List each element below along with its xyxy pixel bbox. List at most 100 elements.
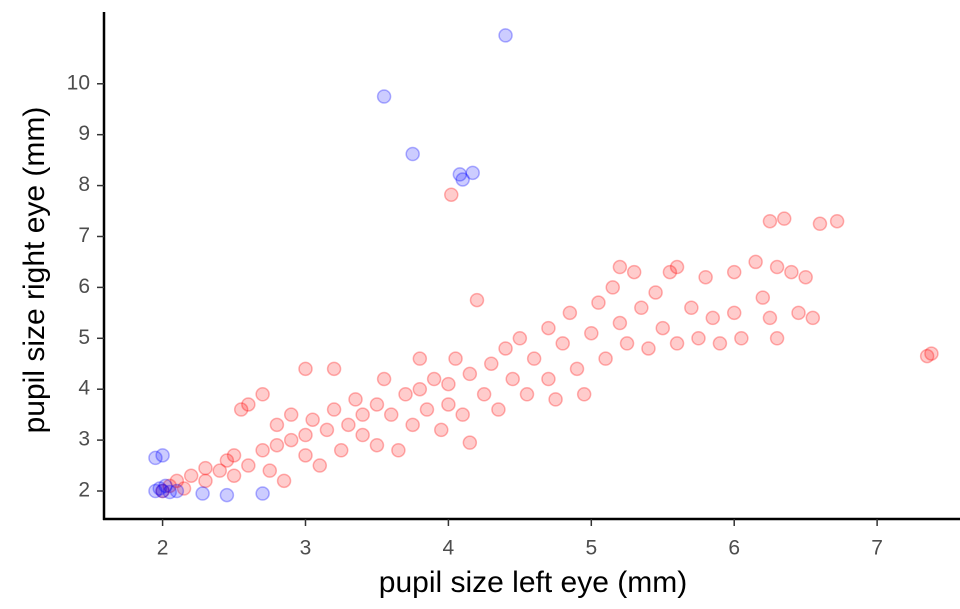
scatter-point bbox=[526, 351, 542, 366]
scatter-point bbox=[605, 280, 620, 295]
scatter-point bbox=[376, 371, 392, 387]
scatter-point bbox=[398, 387, 413, 402]
scatter-point bbox=[158, 478, 173, 494]
x-tick-label: 6 bbox=[728, 537, 740, 560]
y-tick-label: 3 bbox=[78, 428, 90, 451]
scatter-point bbox=[162, 478, 177, 494]
scatter-point bbox=[452, 167, 468, 182]
y-tick-label: 2 bbox=[78, 479, 90, 502]
scatter-point bbox=[269, 417, 285, 433]
scatter-point bbox=[169, 473, 185, 489]
y-tick-label: 7 bbox=[78, 224, 90, 247]
y-tick-label: 10 bbox=[67, 71, 90, 94]
scatter-point bbox=[798, 269, 813, 285]
scatter-point bbox=[355, 407, 370, 422]
scatter-point bbox=[924, 346, 939, 361]
scatter-point bbox=[541, 371, 556, 387]
scatter-point bbox=[298, 361, 313, 377]
scatter-point bbox=[591, 295, 606, 310]
scatter-point bbox=[919, 348, 935, 364]
y-tick-label: 6 bbox=[78, 275, 90, 298]
scatter-point bbox=[341, 417, 356, 433]
scatter-point bbox=[776, 211, 792, 226]
scatter-point bbox=[148, 483, 163, 499]
scatter-point bbox=[326, 402, 342, 417]
scatter-point bbox=[369, 397, 385, 412]
scatter-point bbox=[476, 387, 492, 402]
scatter-point bbox=[465, 165, 480, 181]
scatter-point bbox=[183, 468, 199, 483]
y-tick-label: 9 bbox=[78, 122, 90, 145]
scatter-point bbox=[326, 361, 342, 377]
scatter-point bbox=[434, 422, 449, 438]
scatter-point bbox=[829, 213, 845, 229]
scatter-point bbox=[769, 259, 785, 275]
scatter-point bbox=[233, 402, 249, 417]
scatter-point bbox=[669, 259, 685, 275]
scatter-point bbox=[619, 336, 635, 351]
scatter-point bbox=[305, 412, 320, 427]
scatter-point bbox=[226, 468, 242, 483]
scatter-point bbox=[298, 448, 313, 463]
scatter-point bbox=[755, 290, 771, 305]
scatter-point bbox=[726, 264, 742, 280]
scatter-point bbox=[455, 407, 470, 422]
x-tick-label: 4 bbox=[443, 537, 455, 560]
scatter-point bbox=[219, 487, 235, 503]
scatter-point bbox=[444, 187, 459, 202]
scatter-point bbox=[498, 341, 513, 356]
x-tick-label: 5 bbox=[585, 537, 597, 560]
scatter-point bbox=[241, 458, 256, 473]
x-tick-label: 2 bbox=[157, 537, 169, 560]
scatter-point bbox=[598, 351, 613, 366]
scatter-point bbox=[241, 397, 256, 412]
scatter-point bbox=[791, 305, 806, 321]
scatter-point bbox=[405, 146, 420, 162]
scatter-point bbox=[348, 392, 363, 407]
scatter-point bbox=[484, 356, 499, 371]
scatter-point bbox=[212, 463, 228, 478]
x-axis-title: pupil size left eye (mm) bbox=[379, 566, 687, 599]
scatter-point bbox=[262, 463, 278, 478]
scatter-point bbox=[584, 325, 599, 341]
scatter-point bbox=[748, 254, 763, 270]
scatter-point bbox=[162, 484, 177, 500]
scatter-point bbox=[298, 427, 313, 443]
scatter-point bbox=[569, 361, 585, 377]
scatter-point bbox=[455, 172, 470, 187]
scatter-point bbox=[555, 336, 570, 351]
scatter-point bbox=[762, 213, 778, 229]
scatter-point bbox=[505, 371, 520, 387]
scatter-point bbox=[283, 407, 299, 422]
scatter-point bbox=[462, 435, 478, 450]
scatter-point bbox=[769, 331, 785, 346]
scatter-point bbox=[805, 310, 821, 326]
scatter-point bbox=[812, 216, 828, 232]
scatter-point bbox=[612, 315, 628, 331]
scatter-point bbox=[226, 448, 242, 463]
scatter-point bbox=[655, 320, 671, 336]
scatter-point bbox=[491, 402, 506, 417]
scatter-point bbox=[448, 351, 463, 366]
scatter-point bbox=[148, 450, 163, 466]
scatter-point bbox=[498, 28, 513, 43]
scatter-point bbox=[319, 422, 335, 438]
scatter-point bbox=[255, 486, 270, 501]
scatter-point bbox=[512, 331, 528, 346]
scatter-point bbox=[691, 331, 706, 346]
scatter-point bbox=[419, 402, 435, 417]
scatter-point bbox=[376, 89, 392, 104]
y-axis-title: pupil size right eye (mm) bbox=[18, 107, 51, 434]
scatter-point bbox=[469, 292, 485, 308]
scatter-point bbox=[648, 285, 663, 300]
scatter-point bbox=[255, 443, 270, 458]
scatter-point bbox=[626, 264, 642, 280]
scatter-point bbox=[519, 387, 535, 402]
scatter-point bbox=[684, 300, 699, 315]
scatter-point bbox=[641, 341, 656, 356]
scatter-point bbox=[219, 453, 235, 468]
scatter-point bbox=[712, 336, 728, 351]
scatter-point bbox=[548, 392, 563, 407]
scatter-point bbox=[662, 264, 678, 280]
